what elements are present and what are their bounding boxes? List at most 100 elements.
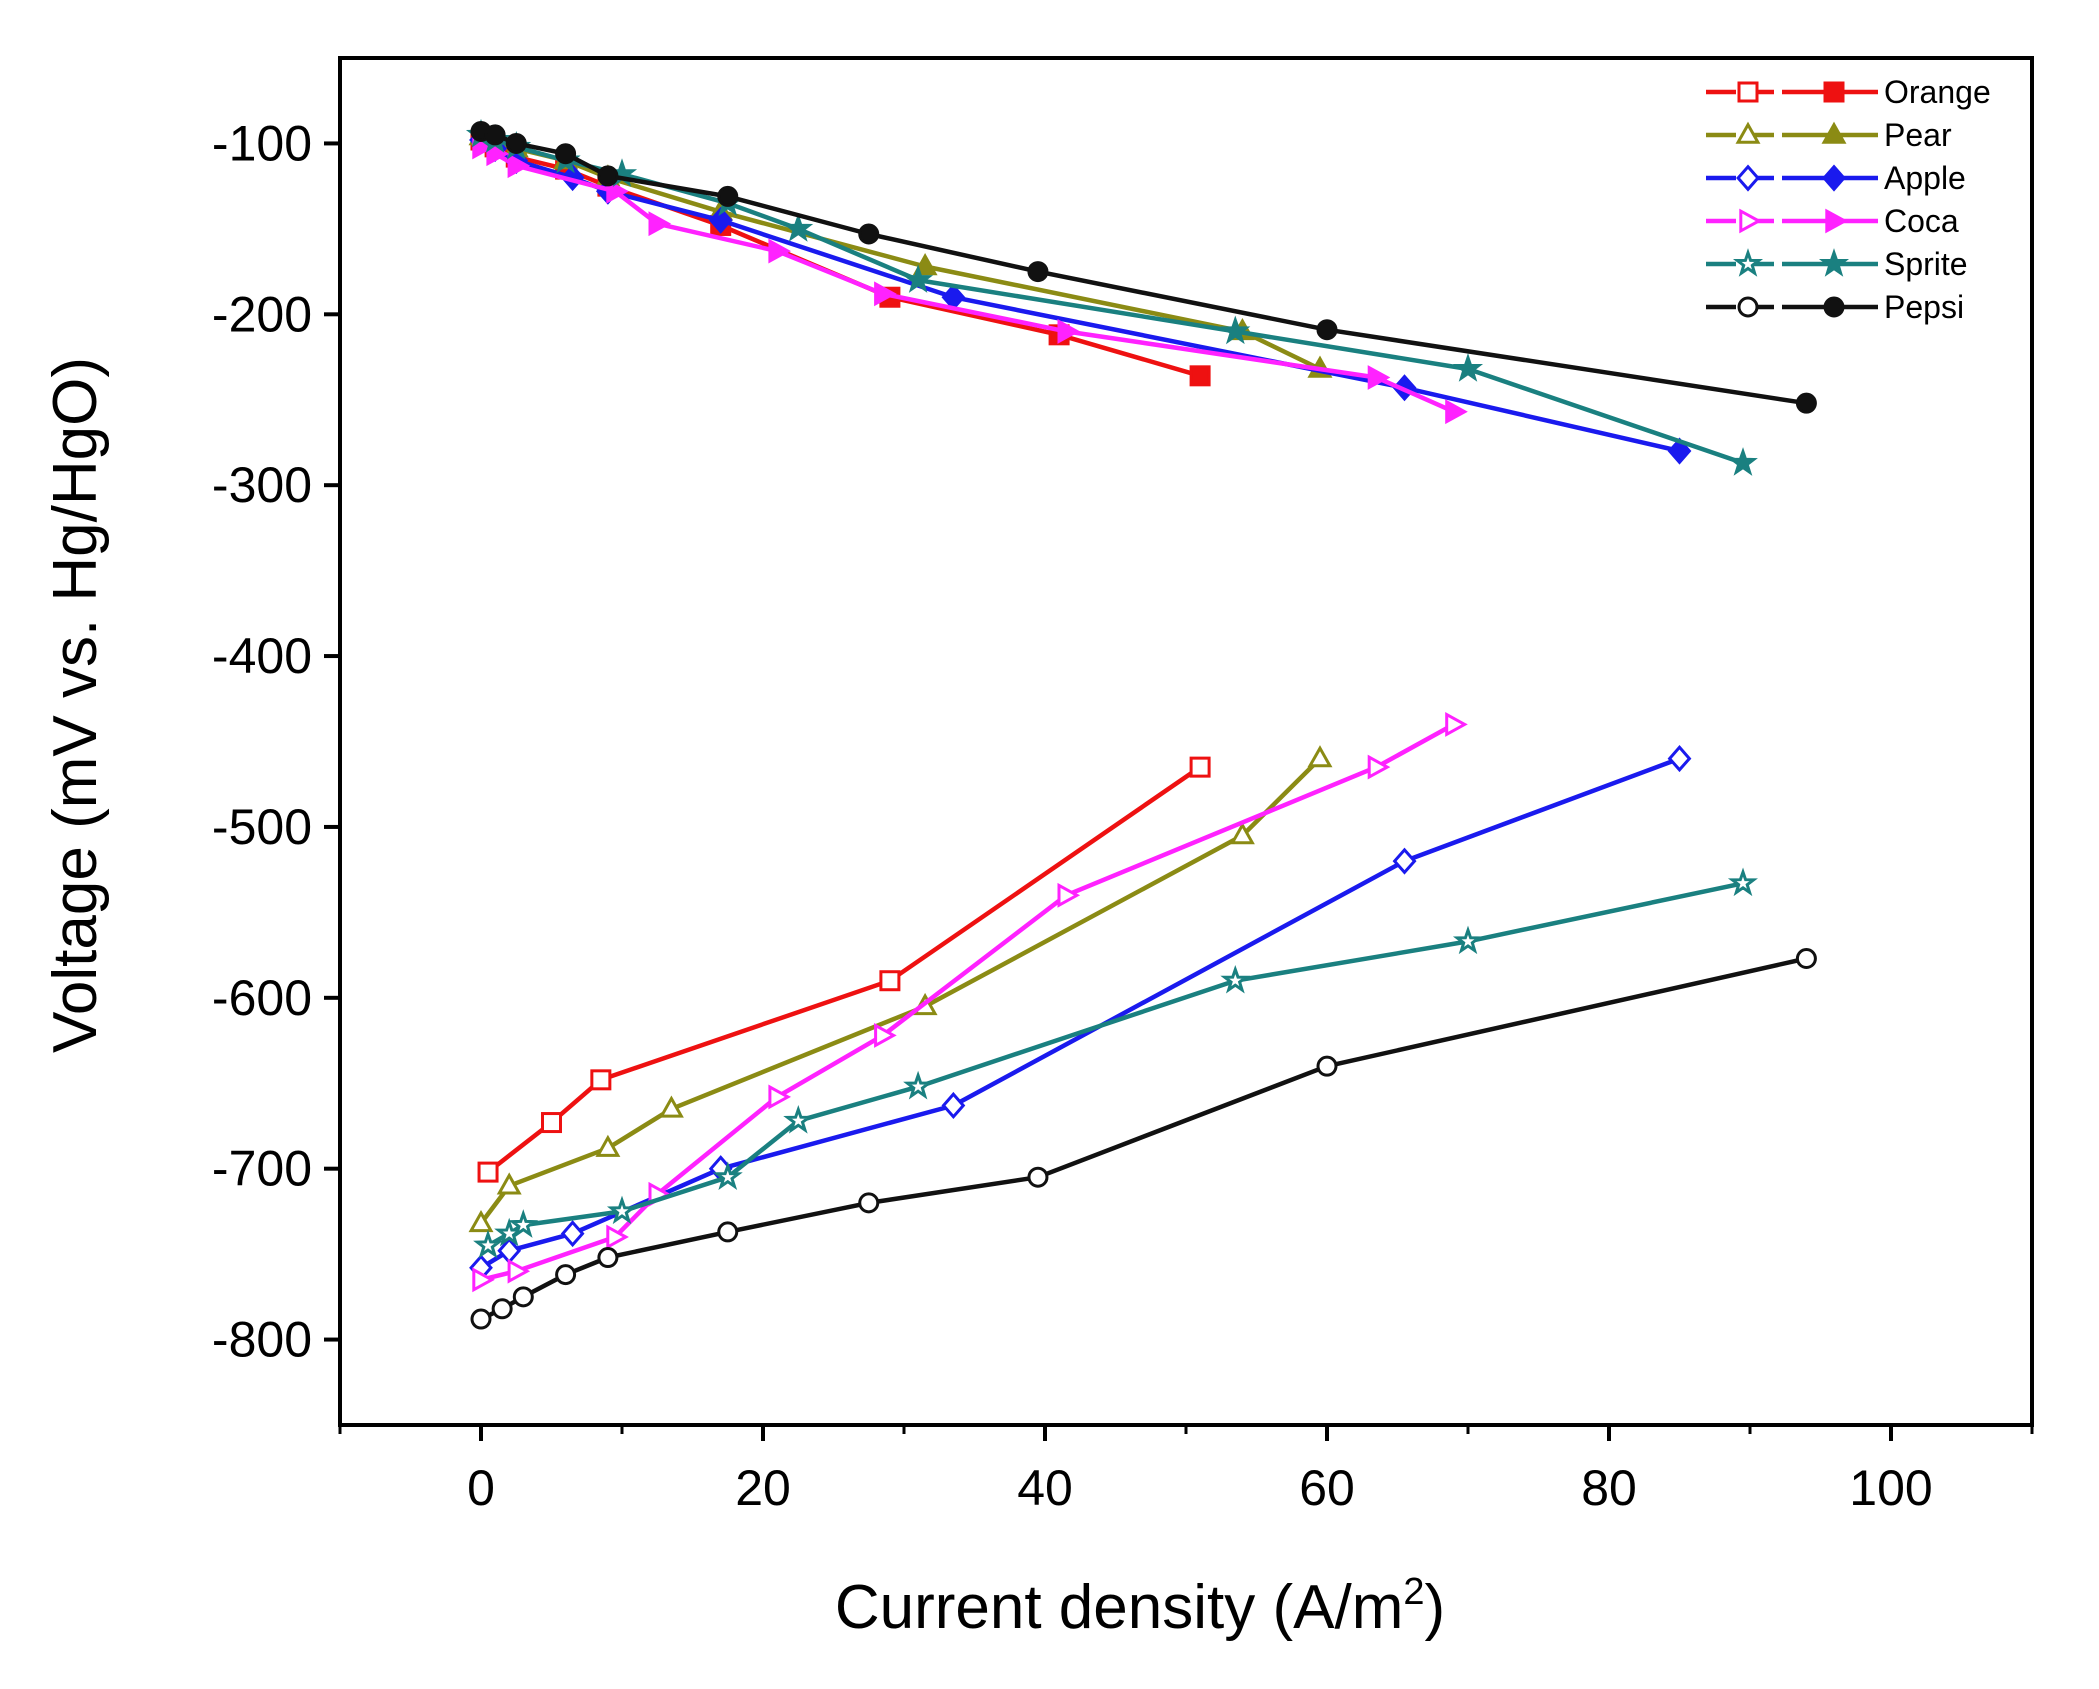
x-tick-label-80: 80 xyxy=(1581,1460,1637,1516)
legend-marker-open-coca xyxy=(1739,208,1762,234)
legend-marker-filled-apple xyxy=(1822,164,1846,192)
pepsi-filled-point xyxy=(484,124,506,146)
legend-label-coca: Coca xyxy=(1884,203,1959,239)
coca-open-point xyxy=(768,1084,792,1110)
legend-item-pepsi: Pepsi xyxy=(1706,289,1964,325)
coca-filled-point xyxy=(606,178,629,204)
sprite-open-point xyxy=(903,1070,934,1100)
apple-filled-point xyxy=(708,206,733,234)
orange-open-point xyxy=(590,1069,612,1091)
pepsi-open-point xyxy=(555,1264,577,1286)
apple-open-point xyxy=(1392,847,1417,875)
coca-filled-line xyxy=(480,144,1455,414)
y-tick-label--100: -100 xyxy=(212,115,312,171)
coca-filled-point xyxy=(648,211,672,237)
legend-marker-open-pear xyxy=(1735,121,1761,144)
pepsi-filled-point xyxy=(717,185,739,207)
coca-filled-point xyxy=(486,141,510,167)
series-layer xyxy=(465,118,1817,1330)
x-axis-title-main: Current density (A/m xyxy=(835,1573,1404,1642)
pepsi-open-point xyxy=(470,1308,492,1330)
x-tick-label-20: 20 xyxy=(735,1460,791,1516)
coca-filled-point xyxy=(874,281,897,307)
legend-item-sprite: Sprite xyxy=(1706,246,1968,282)
sprite-filled-point xyxy=(1728,447,1758,476)
y-tick-label--600: -600 xyxy=(212,970,312,1026)
sprite-filled-point xyxy=(903,264,934,293)
pear-open-point xyxy=(658,1095,684,1118)
y-tick-label--300: -300 xyxy=(212,457,312,513)
pepsi-open-point xyxy=(597,1247,619,1269)
coca-open-point xyxy=(1445,711,1468,737)
apple-open-point xyxy=(941,1091,966,1119)
pepsi-open-point xyxy=(1795,948,1817,970)
coca-filled-point xyxy=(507,153,531,179)
y-axis-title: Voltage (mV vs. Hg/HgO) xyxy=(41,357,110,1053)
legend-marker-open-orange xyxy=(1737,81,1759,103)
sprite-filled-point xyxy=(783,213,814,242)
pear-open-point xyxy=(496,1172,522,1195)
x-tick-label-40: 40 xyxy=(1017,1460,1073,1516)
sprite-open-point xyxy=(508,1209,539,1238)
orange-open-point xyxy=(477,1161,499,1183)
apple-filled-point xyxy=(560,164,585,192)
coca-open-point xyxy=(1367,754,1391,780)
x-tick-label-60: 60 xyxy=(1299,1460,1355,1516)
pepsi-filled-point xyxy=(1795,392,1817,414)
legend-label-apple: Apple xyxy=(1884,160,1966,196)
sprite-open-point xyxy=(1220,964,1251,994)
legend-item-coca: Coca xyxy=(1706,203,1959,239)
legend-item-orange: Orange xyxy=(1706,74,1991,110)
y-tick-label--400: -400 xyxy=(212,628,312,684)
pepsi-filled-point xyxy=(555,143,577,165)
pepsi-filled-point xyxy=(858,223,880,245)
legend-marker-filled-sprite xyxy=(1818,248,1850,277)
legend-marker-filled-orange xyxy=(1823,81,1845,103)
pear-open-point xyxy=(1307,745,1333,768)
sprite-open-point xyxy=(712,1161,743,1191)
coca-filled-point xyxy=(1057,318,1081,344)
legend-marker-open-sprite xyxy=(1732,248,1764,277)
pepsi-filled-point xyxy=(1316,319,1338,341)
legend-label-pear: Pear xyxy=(1884,117,1952,153)
pepsi-filled-line xyxy=(480,129,1807,406)
sprite-open-point xyxy=(606,1195,638,1225)
legend-label-pepsi: Pepsi xyxy=(1884,289,1964,325)
legend-marker-filled-pear xyxy=(1821,121,1847,144)
pepsi-filled-point xyxy=(505,132,527,154)
x-tick-label-0: 0 xyxy=(467,1460,495,1516)
pear-open-point xyxy=(1229,822,1255,845)
pepsi-open-point xyxy=(512,1286,534,1308)
legend-label-orange: Orange xyxy=(1884,74,1991,110)
apple-filled-point xyxy=(1667,437,1692,465)
sprite-open-point xyxy=(1727,867,1758,897)
sprite-filled-point xyxy=(1220,315,1251,345)
x-axis-title-superscript: 2 xyxy=(1403,1571,1424,1613)
y-tick-label--200: -200 xyxy=(212,286,312,342)
coca-filled-point xyxy=(768,238,792,264)
sprite-open-point xyxy=(783,1105,814,1134)
axes: -100 -200 -300 -400 -500 -600 -700 -800 0 20 40 60 8… xyxy=(212,56,2034,1516)
legend-item-apple: Apple xyxy=(1706,160,1966,196)
pear-open-point xyxy=(595,1134,621,1157)
pepsi-open-line xyxy=(480,956,1807,1322)
orange-open-point xyxy=(541,1112,562,1134)
coca-open-point xyxy=(507,1258,531,1284)
y-tick-label--800: -800 xyxy=(212,1312,312,1368)
pear-open-point xyxy=(468,1209,494,1233)
legend-marker-filled-coca xyxy=(1825,208,1848,234)
legend-marker-filled-pepsi xyxy=(1823,296,1845,318)
orange-open-point xyxy=(879,970,901,992)
x-axis-title: Current density (A/m2) xyxy=(835,1571,1445,1642)
coca-open-point xyxy=(1057,882,1081,908)
y-tick-label--500: -500 xyxy=(212,799,312,855)
sprite-open-point xyxy=(473,1229,503,1259)
pear-filled-point xyxy=(912,253,938,276)
apple-open-point xyxy=(1667,745,1692,773)
coca-open-point xyxy=(874,1022,897,1048)
legend-label-sprite: Sprite xyxy=(1884,246,1968,282)
pepsi-open-point xyxy=(717,1221,739,1243)
legend-item-pear: Pear xyxy=(1706,117,1952,153)
